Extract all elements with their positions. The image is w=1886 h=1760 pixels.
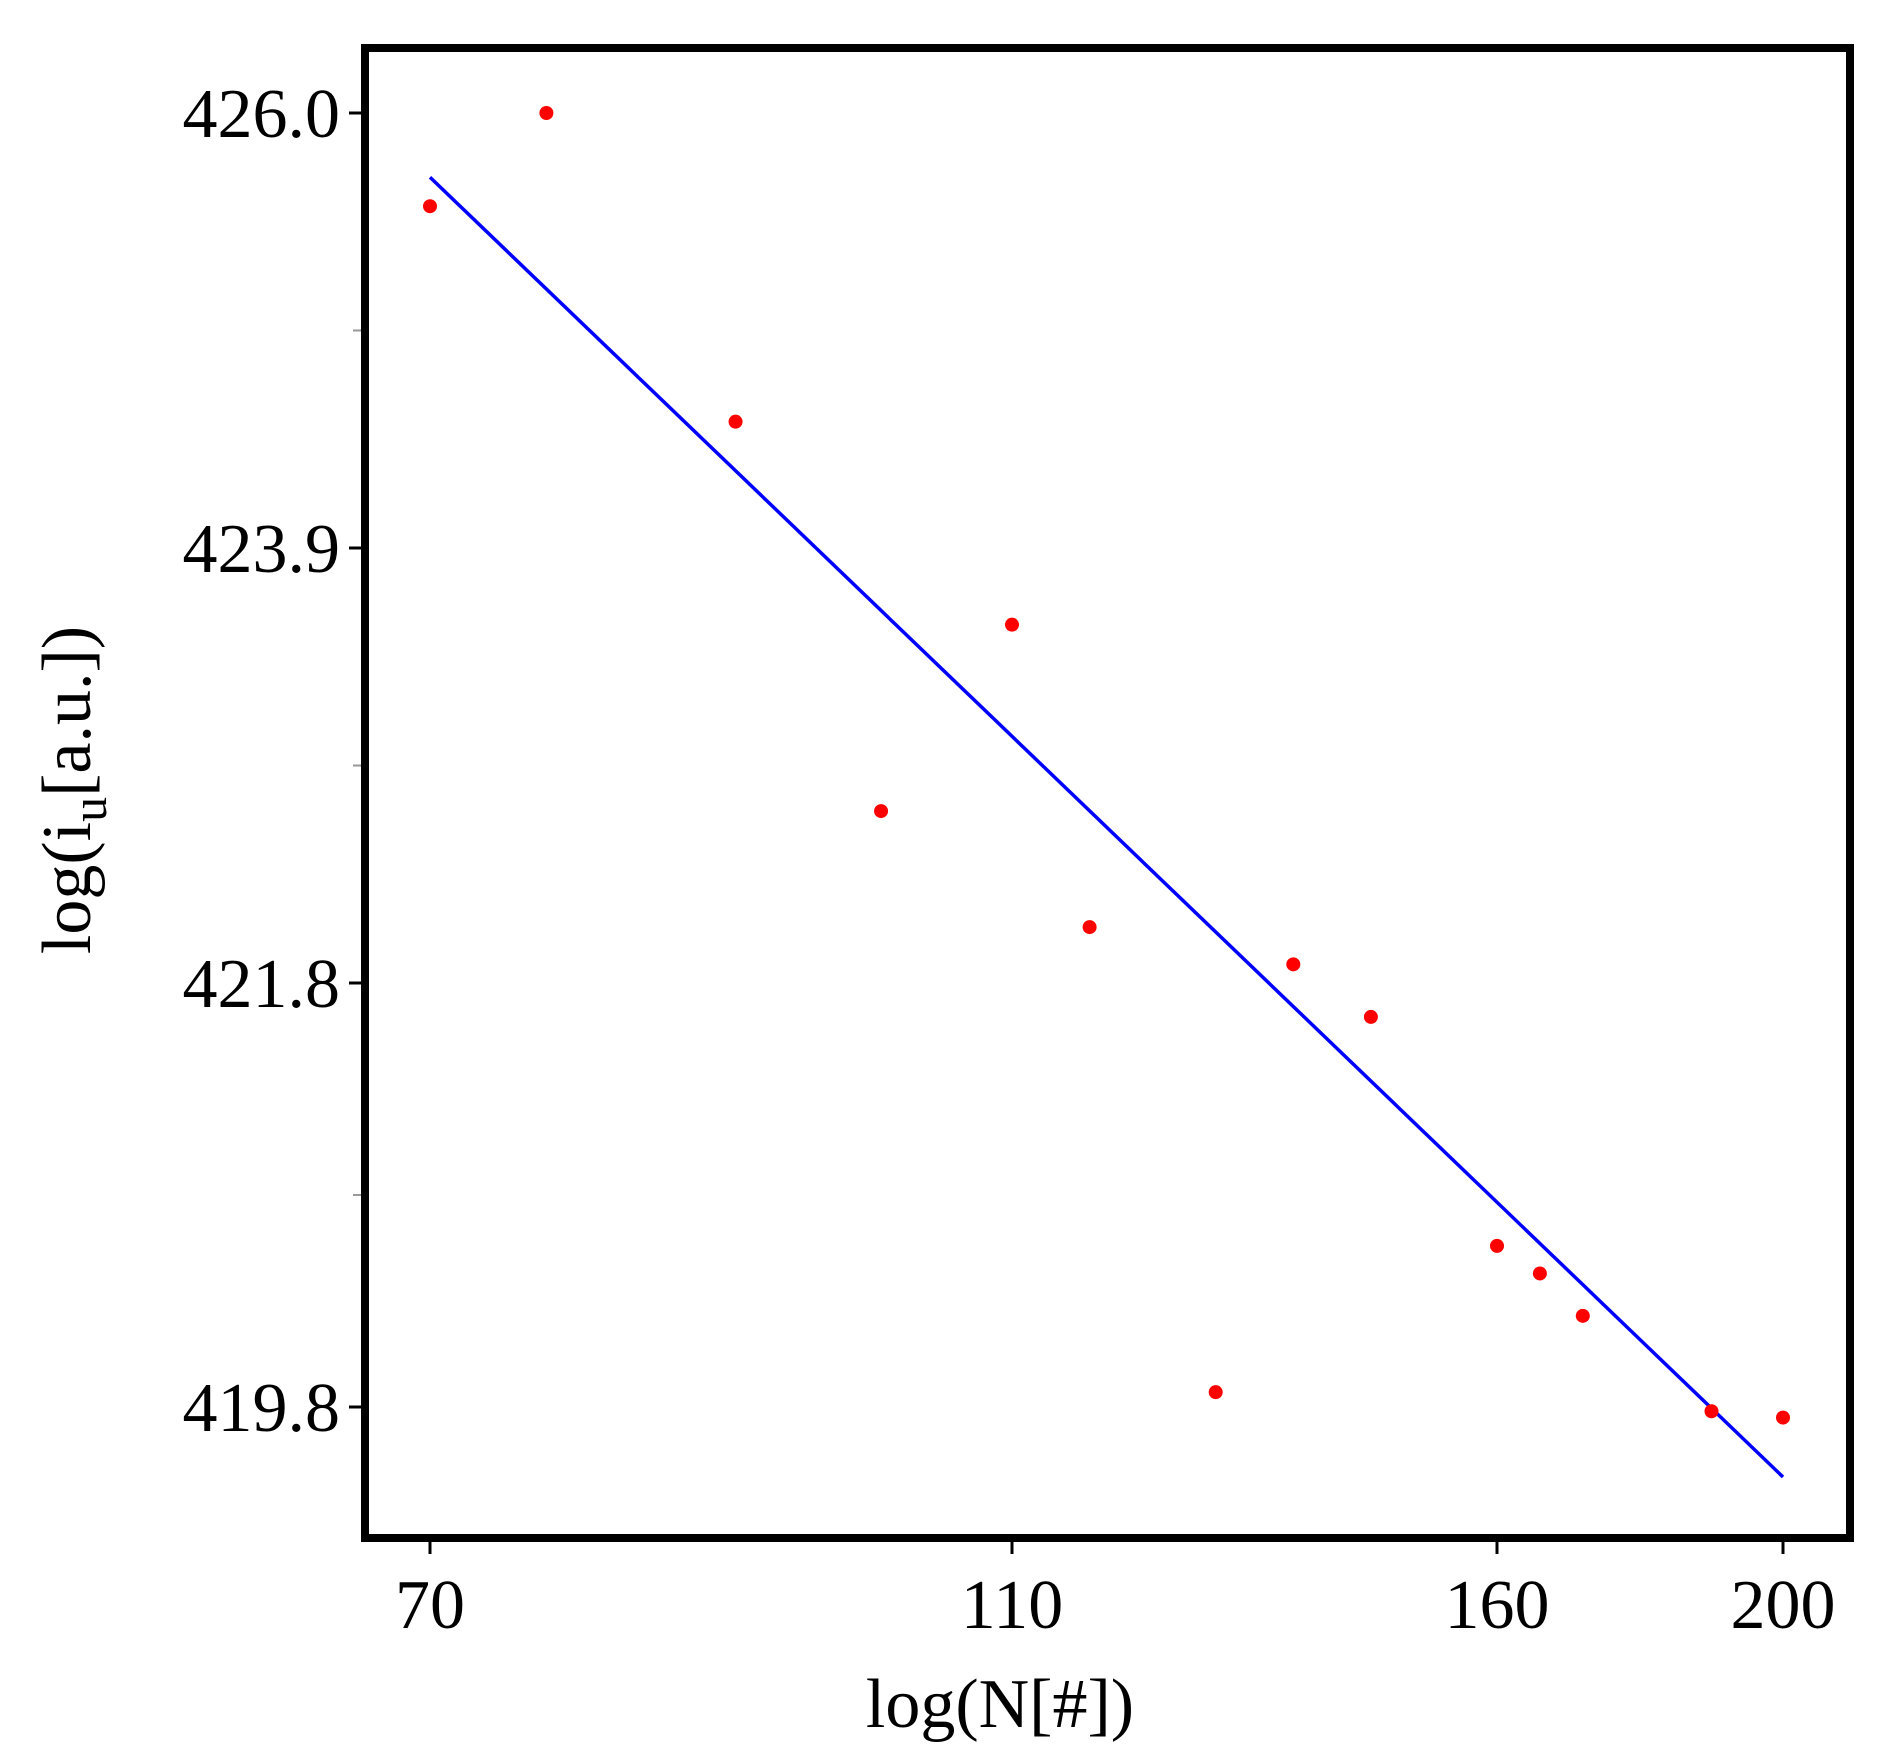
y-tick-label: 419.8 [183, 1370, 341, 1447]
y-tick-label: 423.9 [183, 511, 341, 588]
x-axis-label: log(N[#]) [866, 1666, 1134, 1743]
y-tick-label: 421.8 [183, 946, 341, 1023]
y-axis-label: log(iu[a.u.]) [29, 626, 117, 954]
data-point [1490, 1238, 1504, 1253]
data-point [874, 804, 889, 819]
data-point [1208, 1385, 1223, 1400]
y-minor-ticks [353, 329, 361, 1196]
plot-frame [361, 44, 1854, 1542]
data-point [1704, 1404, 1719, 1419]
x-axis-ticks: 70 110 160 200 [395, 1542, 1836, 1644]
data-point [1532, 1266, 1547, 1281]
data-point [1005, 617, 1019, 632]
data-point [1363, 1009, 1378, 1024]
data-point [1776, 1410, 1790, 1425]
data-point [1082, 920, 1097, 935]
fit-line [428, 175, 1785, 1479]
data-point [1575, 1308, 1590, 1323]
y-axis-label-prefix: log(i [29, 822, 106, 954]
data-point [728, 414, 743, 429]
x-tick-label: 200 [1731, 1567, 1836, 1644]
y-axis-ticks: 419.8 421.8 423.9 426.0 [183, 76, 361, 1447]
x-tick-label: 110 [961, 1567, 1063, 1644]
data-point [423, 199, 437, 214]
y-axis-label-suffix: [a.u.]) [29, 626, 106, 797]
data-point [1286, 957, 1301, 972]
y-axis-label-subscript: u [61, 797, 117, 822]
x-tick-label: 160 [1445, 1567, 1550, 1644]
data-point [539, 106, 554, 120]
plot-content [423, 106, 1790, 1479]
x-tick-label: 70 [395, 1567, 465, 1644]
y-tick-label: 426.0 [183, 76, 341, 153]
